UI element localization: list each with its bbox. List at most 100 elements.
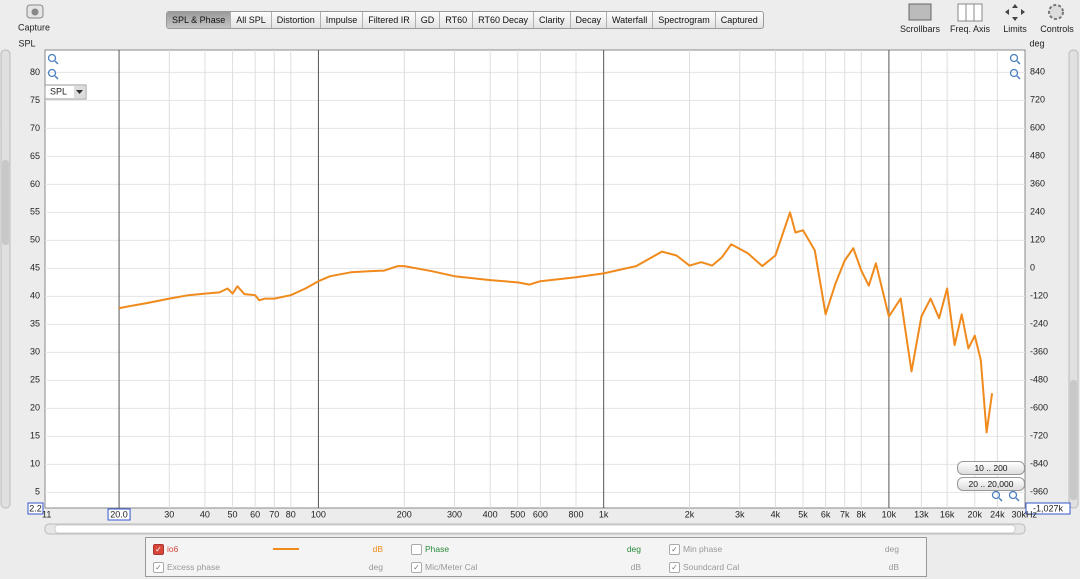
y2-tick-label: 360 <box>1030 178 1045 188</box>
x-tick-label: 300 <box>447 509 462 519</box>
legend-cell: ✓ Excess phase deg <box>153 559 403 575</box>
legend-cell: ✓ Mic/Meter Cal dB <box>411 559 661 575</box>
x-tick-label: 8k <box>857 509 867 519</box>
x-tick-label: 20k <box>968 509 983 519</box>
tab[interactable]: SPL & Phase <box>167 12 232 28</box>
tab[interactable]: RT60 Decay <box>473 12 534 28</box>
y-tick-label: 55 <box>30 207 40 217</box>
y-tick-label: 20 <box>30 403 40 413</box>
tool-button[interactable]: Controls <box>1040 24 1074 34</box>
x-tick-label: 30kHz <box>1011 509 1037 519</box>
y-tick-label: 60 <box>30 179 40 189</box>
y2-tick-label: -480 <box>1030 375 1048 385</box>
legend-unit: dB <box>888 562 899 572</box>
tab-bar: SPL & Phase All SPL Distortion Impulse Filte… <box>166 11 764 29</box>
y-tick-label: 50 <box>30 235 40 245</box>
tab[interactable]: GD <box>416 12 441 28</box>
checkbox[interactable]: ✓ <box>669 562 680 573</box>
checkbox[interactable]: ✓ <box>153 544 164 555</box>
y-tick-label: 30 <box>30 347 40 357</box>
y2-tick-label: -240 <box>1030 319 1048 329</box>
plot-area <box>44 49 1026 509</box>
tab[interactable]: Distortion <box>272 12 321 28</box>
legend-swatch <box>273 548 299 550</box>
legend-cell: ✓ io6 dB <box>153 541 403 557</box>
x-tick-label: 6k <box>821 509 831 519</box>
x-tick-label: 5k <box>798 509 808 519</box>
h-scrollbar-thumb[interactable] <box>54 524 1016 534</box>
y2-tick-label: -360 <box>1030 347 1048 357</box>
legend-unit: dB <box>372 544 383 554</box>
y2-tick-label: 600 <box>1030 122 1045 132</box>
x-tick-label: 80 <box>286 509 296 519</box>
tab[interactable]: Impulse <box>321 12 364 28</box>
checkbox[interactable] <box>411 544 422 555</box>
checkbox[interactable]: ✓ <box>153 562 164 573</box>
x-tick-label: 16k <box>940 509 955 519</box>
x-tick-label: 50 <box>228 509 238 519</box>
tab[interactable]: Clarity <box>534 12 571 28</box>
y-tick-label: 80 <box>30 67 40 77</box>
dropdown-arrow[interactable] <box>76 90 83 94</box>
y2-tick-label: -720 <box>1030 431 1048 441</box>
x-tick-label: 1k <box>599 509 609 519</box>
x-tick-label: 800 <box>569 509 584 519</box>
y-tick-label: 65 <box>30 151 40 161</box>
v-scrollbar-thumb[interactable] <box>1070 380 1077 500</box>
zoom-icons[interactable] <box>47 53 1021 502</box>
y-axis-title: SPL <box>18 38 35 48</box>
x-tick-label: 600 <box>533 509 548 519</box>
y2-tick-label: -840 <box>1030 459 1048 469</box>
y2-tick-label: 480 <box>1030 150 1045 160</box>
tab[interactable]: Filtered IR <box>363 12 416 28</box>
x-tick-label: 11 <box>42 509 51 519</box>
tab[interactable]: Waterfall <box>607 12 654 28</box>
tab[interactable]: All SPL <box>231 12 272 28</box>
legend-label: Min phase <box>683 544 723 554</box>
y2-tick-label: -120 <box>1030 291 1048 301</box>
tool-button[interactable]: Freq. Axis <box>949 24 990 34</box>
x-marker-box <box>107 508 131 521</box>
y2-tick-label: -600 <box>1030 403 1048 413</box>
x-tick-label: 100 <box>311 509 326 519</box>
tool-button[interactable]: Limits <box>1003 24 1027 34</box>
y2-min-readout[interactable]: -1,027k <box>1033 503 1064 513</box>
legend-label: Excess phase <box>167 562 220 572</box>
capture-label[interactable]: Capture <box>18 22 50 32</box>
tab[interactable]: Captured <box>720 15 758 25</box>
capture-icon[interactable] <box>26 4 44 19</box>
v-scrollbar-thumb[interactable] <box>2 160 9 245</box>
legend-cell: ✓ Soundcard Cal dB <box>669 559 919 575</box>
x-tick-label: 500 <box>510 509 525 519</box>
tab[interactable]: Decay <box>571 12 608 28</box>
legend-unit: deg <box>368 562 383 572</box>
y-tick-label: 5 <box>35 487 40 497</box>
checkbox[interactable]: ✓ <box>669 544 680 555</box>
x-tick-label: 200 <box>397 509 412 519</box>
v-scrollbar-left[interactable] <box>0 49 11 509</box>
marks <box>118 211 994 434</box>
tab[interactable]: Spectrogram <box>653 12 716 28</box>
y2-tick-label: 0 <box>1030 263 1035 273</box>
legend-label: Phase <box>425 544 450 554</box>
checkbox[interactable]: ✓ <box>411 562 422 573</box>
x-tick-label: 4k <box>771 509 781 519</box>
y2-min-box[interactable] <box>1025 502 1071 515</box>
legend-cell: Phase deg <box>411 541 661 557</box>
zoom-button[interactable]: 10 .. 200 <box>957 461 1025 475</box>
zoom-button[interactable]: 20 .. 20,000 <box>957 477 1025 491</box>
y2-tick-label: -960 <box>1030 487 1048 497</box>
y-min-readout[interactable]: 2.2 <box>29 503 42 513</box>
y-min-box[interactable] <box>27 502 44 515</box>
tab[interactable]: RT60 <box>440 12 474 28</box>
y-tick-label: 25 <box>30 375 40 385</box>
y-tick-label: 70 <box>30 123 40 133</box>
view-selector-label[interactable]: SPL <box>50 86 67 96</box>
x-tick-label: 30 <box>164 509 174 519</box>
y2-tick-label: 120 <box>1030 234 1045 244</box>
x-tick-label: 70 <box>269 509 279 519</box>
y-tick-label: 45 <box>30 263 40 273</box>
tool-button[interactable]: Scrollbars <box>899 24 940 34</box>
